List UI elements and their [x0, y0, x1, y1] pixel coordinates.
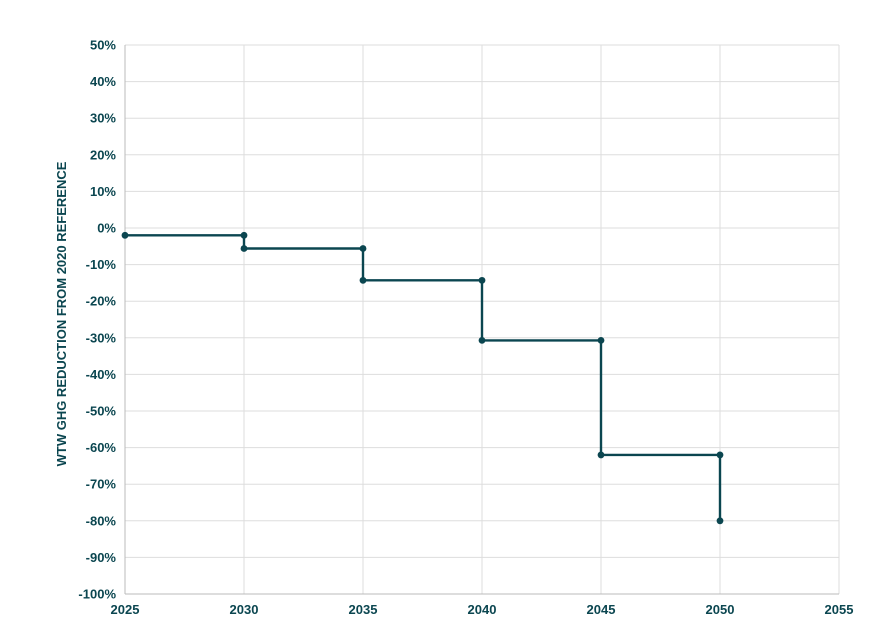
x-tick-label: 2055: [825, 602, 854, 617]
data-point: [240, 231, 248, 239]
y-axis-label: WTW GHG REDUCTION FROM 2020 REFERENCE: [54, 161, 69, 466]
series: [125, 234, 722, 521]
y-tick-label: -20%: [86, 294, 117, 309]
x-tick-label: 2035: [349, 602, 378, 617]
y-tick-label: -30%: [86, 330, 117, 345]
x-tick-label: 2030: [230, 602, 259, 617]
data-point: [359, 276, 367, 284]
data-point: [240, 245, 248, 252]
y-tick-label: 50%: [90, 38, 116, 53]
data-point: [478, 336, 486, 344]
x-tick-label: 2050: [706, 602, 735, 617]
data-point: [478, 276, 486, 284]
data-point: [121, 231, 129, 239]
x-tick-label: 2025: [111, 602, 140, 617]
data-point: [716, 451, 724, 459]
axes: [124, 45, 839, 595]
y-tick-label: 40%: [90, 74, 116, 89]
data-points: [121, 231, 724, 525]
y-tick-labels: 50% 40% 30% 20% 10% 0% -10% -20% -30% -40% -50% -60…: [78, 38, 116, 602]
y-tick-label: 10%: [90, 184, 116, 199]
y-tick-label: -10%: [86, 257, 117, 272]
x-tick-label: 2040: [468, 602, 497, 617]
series-line: [125, 234, 722, 521]
y-tick-label: -90%: [86, 550, 117, 565]
x-tick-labels: 2025 2030 2035 2040 2045 2050 2055: [111, 602, 854, 617]
y-tick-label: 30%: [90, 111, 116, 126]
data-point: [716, 517, 724, 525]
x-tick-label: 2045: [587, 602, 616, 617]
y-tick-label: -40%: [86, 367, 117, 382]
y-tick-label: 0%: [97, 221, 116, 236]
y-tick-label: -70%: [86, 477, 117, 492]
data-point: [597, 336, 605, 344]
y-tick-label: -50%: [86, 404, 117, 419]
y-tick-label: -80%: [86, 513, 117, 528]
y-tick-label: 20%: [90, 147, 116, 162]
data-point: [359, 245, 367, 252]
y-tick-label: -100%: [78, 587, 116, 602]
y-tick-label: -60%: [86, 440, 117, 455]
data-point: [597, 451, 605, 459]
